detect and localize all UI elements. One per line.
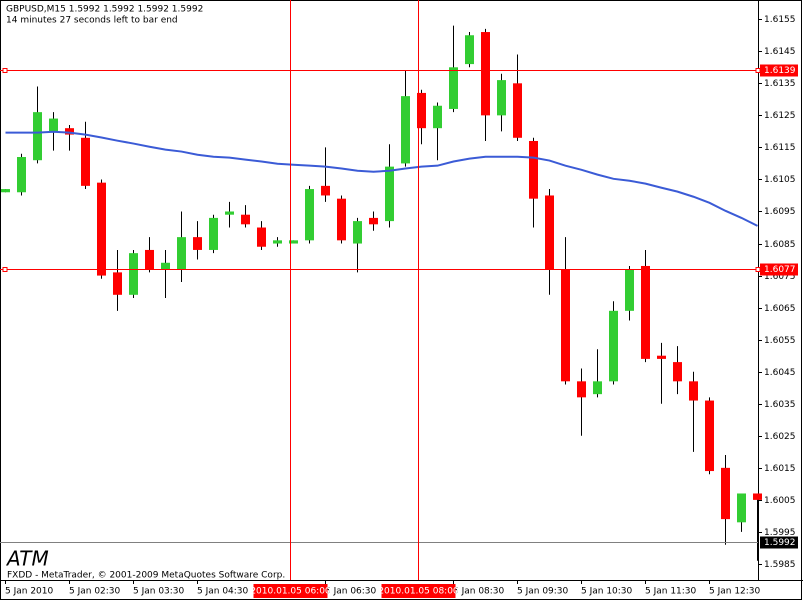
candle-body: [385, 166, 394, 222]
candle-body: [577, 381, 586, 398]
candle-body: [545, 195, 554, 270]
candle-body: [369, 217, 378, 225]
line-handle: [2, 68, 8, 73]
bid-box: [760, 536, 798, 549]
candle-body: [81, 137, 90, 186]
candle-body: [161, 262, 170, 270]
x-tick-label: 5 Jan 11:30: [645, 587, 697, 597]
candle-body: [33, 112, 42, 161]
candle-body: [529, 140, 538, 199]
y-tick-label: 1.6015: [764, 464, 796, 474]
line-handle: [755, 68, 761, 73]
candle-body: [353, 221, 362, 244]
candle-body: [593, 381, 602, 395]
candle-body: [177, 237, 186, 270]
candle-body: [721, 467, 730, 520]
candle-body: [705, 400, 714, 472]
candle-body: [481, 32, 490, 116]
y-tick-label: 1.6075: [764, 272, 796, 282]
candle-body: [305, 189, 314, 241]
line-handle: [2, 267, 8, 272]
candle-body: [641, 265, 650, 359]
price-box-label: 1.6139: [764, 66, 796, 76]
candle-body: [97, 182, 106, 276]
y-tick-label: 1.5985: [764, 560, 796, 570]
candle-body: [257, 227, 266, 247]
candle-body: [737, 493, 746, 523]
time-box: [381, 584, 456, 598]
x-tick-label: 5 Jan 04:30: [197, 587, 249, 597]
y-tick-label: 1.6065: [764, 304, 796, 314]
y-tick-label: 1.5995: [764, 528, 796, 538]
y-tick-label: 1.6095: [764, 207, 796, 217]
y-tick-label: 1.6055: [764, 336, 796, 346]
footer: FXDD - MetaTrader, © 2001-2009 MetaQuote…: [7, 571, 285, 581]
candle-body: [209, 217, 218, 250]
candle-body: [113, 272, 122, 295]
moving-average: [5, 130, 758, 227]
y-tick-label: 1.6155: [764, 15, 796, 25]
price-box: [760, 64, 798, 77]
time-box: [253, 584, 328, 598]
x-tick-label: 5 Jan 02:30: [69, 587, 121, 597]
y-tick-label: 1.6105: [764, 175, 796, 185]
candle-body: [337, 198, 346, 241]
x-tick-label: 5 Jan 03:30: [133, 587, 185, 597]
candle-body: [465, 35, 474, 65]
candle-body: [129, 253, 138, 295]
candle-body: [193, 237, 202, 250]
candle-body: [449, 67, 458, 109]
candle-body: [65, 128, 74, 135]
candle-body: [321, 185, 330, 196]
candle-body: [289, 240, 298, 244]
candle-body: [417, 92, 426, 129]
x-tick-label: 5 Jan 09:30: [517, 587, 569, 597]
y-tick-label: 1.6085: [764, 240, 796, 250]
y-tick-label: 1.6035: [764, 400, 796, 410]
candle-body: [513, 83, 522, 138]
chart-frame: [0, 0, 802, 600]
watermark: ATM: [5, 547, 49, 571]
candle-body: [657, 355, 666, 359]
price-box: [760, 263, 798, 276]
y-tick-label: 1.6005: [764, 496, 796, 506]
time-box-label: 2010.01.05 06:00: [250, 587, 331, 597]
chart-title: GBPUSD,M15 1.5992 1.5992 1.5992 1.5992: [6, 5, 203, 15]
y-tick-label: 1.6125: [764, 111, 796, 121]
price-box-label: 1.6077: [764, 265, 796, 275]
candle-body: [1, 189, 10, 193]
candle-body: [145, 249, 154, 270]
line-handle: [755, 267, 761, 272]
plot-area: [1, 25, 762, 561]
x-tick-label: 5 Jan 2010: [5, 587, 53, 597]
y-tick-label: 1.6045: [764, 368, 796, 378]
x-tick-label: 5 Jan 12:30: [709, 587, 761, 597]
candle-body: [17, 157, 26, 193]
candle-body: [673, 362, 682, 382]
x-tick-label: 5 Jan 10:30: [581, 587, 633, 597]
candle-body: [273, 240, 282, 244]
x-tick-label: 5 Jan 08:30: [453, 587, 505, 597]
candle-body: [49, 118, 58, 132]
y-tick-label: 1.6115: [764, 143, 796, 153]
candle-body: [689, 381, 698, 401]
y-tick-label: 1.6145: [764, 47, 796, 57]
candle-body: [609, 310, 618, 382]
candle-body: [497, 80, 506, 116]
candle-body: [401, 96, 410, 164]
candle-body: [433, 105, 442, 129]
candle-body: [561, 269, 570, 382]
time-box-label: 2010.01.05 08:00: [378, 587, 459, 597]
candle-body: [753, 493, 762, 500]
chart-subtitle: 14 minutes 27 seconds left to bar end: [6, 16, 178, 26]
y-tick-label: 1.6025: [764, 432, 796, 442]
x-tick-label: 5 Jan 06:30: [325, 587, 377, 597]
candle-body: [241, 214, 250, 225]
candle-body: [225, 211, 234, 215]
y-tick-label: 1.6135: [764, 79, 796, 89]
bid-label: 1.5992: [764, 538, 796, 548]
candle-body: [625, 269, 634, 311]
